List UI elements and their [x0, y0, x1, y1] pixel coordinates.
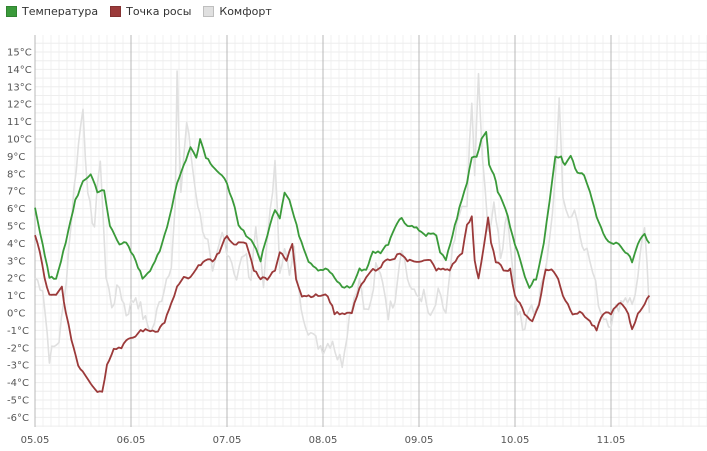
y-tick-label: 6°C: [7, 204, 25, 215]
x-tick-label: 07.05: [213, 435, 242, 446]
legend-label-temperature: Температура: [22, 4, 99, 18]
y-tick-label: -2°C: [7, 343, 29, 354]
y-tick-label: -4°C: [7, 378, 29, 389]
y-tick-label: -3°C: [7, 361, 29, 372]
legend-swatch-dewpoint: [110, 5, 122, 17]
y-tick-label: 5°C: [7, 222, 25, 233]
y-tick-label: 14°C: [7, 65, 32, 76]
chart-legend: Температура Точка росы Комфорт: [6, 3, 284, 19]
y-tick-label: 0°C: [7, 309, 25, 320]
minor-gridlines: [34, 35, 707, 427]
series-line-comfort: [34, 70, 651, 369]
x-tick-label: 06.05: [117, 435, 146, 446]
y-tick-label: 15°C: [7, 48, 32, 59]
x-tick-label: 10.05: [501, 435, 530, 446]
legend-swatch-comfort: [203, 5, 215, 17]
y-tick-label: 4°C: [7, 239, 25, 250]
x-tick-label: 11.05: [597, 435, 626, 446]
legend-item-temperature[interactable]: Температура: [6, 5, 98, 18]
y-tick-label: 8°C: [7, 169, 25, 180]
y-tick-label: 9°C: [7, 152, 25, 163]
y-tick-label: -6°C: [7, 413, 29, 424]
y-tick-label: 12°C: [7, 100, 32, 111]
y-tick-label: 3°C: [7, 256, 25, 267]
y-tick-label: -1°C: [7, 326, 29, 337]
y-tick-label: 1°C: [7, 291, 25, 302]
x-tick-label: 08.05: [309, 435, 338, 446]
series-line-temperature: [34, 130, 651, 289]
major-gridlines: [34, 35, 612, 427]
y-axis: -6°C -5°C -4°C -3°C -2°C -1°C 0°C 1°C 2°C 3°C 4°C 5…: [7, 48, 32, 424]
y-tick-label: -5°C: [7, 396, 29, 407]
y-tick-label: 13°C: [7, 82, 32, 93]
y-tick-label: 11°C: [7, 117, 32, 128]
y-tick-label: 10°C: [7, 135, 32, 146]
legend-swatch-temperature: [6, 5, 17, 17]
legend-label-dewpoint: Точка росы: [126, 4, 192, 18]
y-tick-label: 2°C: [7, 274, 25, 285]
x-tick-label: 09.05: [405, 435, 434, 446]
legend-label-comfort: Комфорт: [219, 4, 272, 18]
y-tick-label: 7°C: [7, 187, 25, 198]
series-lines: [34, 70, 651, 393]
x-tick-label: 05.05: [21, 435, 50, 446]
legend-item-comfort[interactable]: Комфорт: [203, 4, 272, 18]
series-line-dewpoint: [34, 215, 651, 393]
x-axis: 05.05 06.05 07.05 08.05 09.05 10.05 11.05: [21, 435, 626, 446]
legend-item-dewpoint[interactable]: Точка росы: [110, 5, 191, 18]
